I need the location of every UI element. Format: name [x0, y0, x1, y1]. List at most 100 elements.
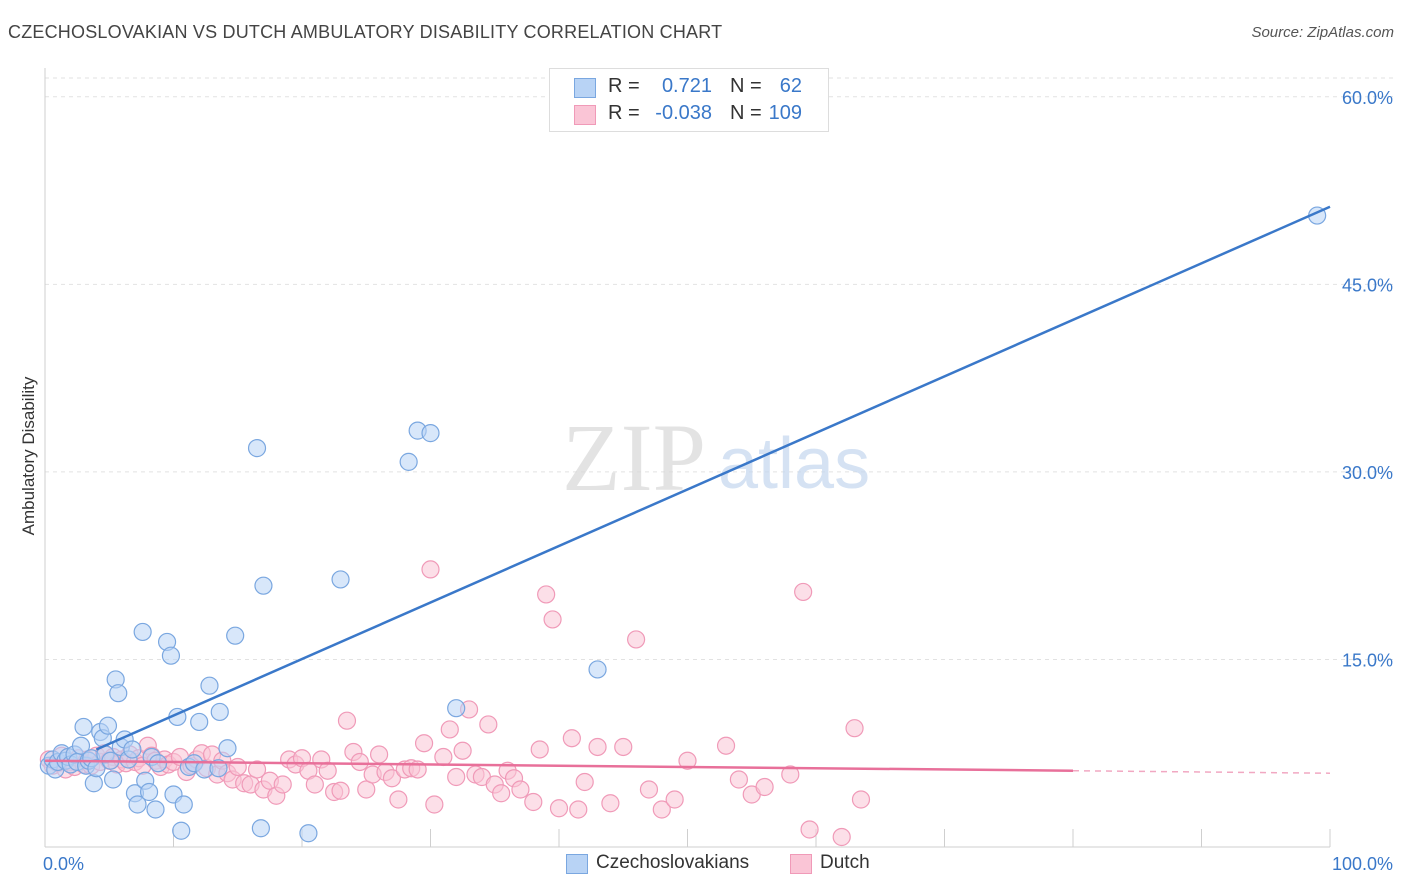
watermark-atlas: atlas — [718, 424, 870, 504]
dutch-point — [453, 741, 472, 760]
dutch-point — [614, 737, 633, 757]
dutch-point — [716, 736, 736, 755]
czech-point — [84, 774, 103, 793]
dutch-n-value: 109 — [768, 102, 802, 124]
bottom-dutch-label: Dutch — [820, 852, 870, 873]
dutch-point — [575, 772, 594, 792]
trend-lines — [44, 205, 1331, 774]
czech-n-label: N = — [730, 75, 762, 97]
dutch-point — [273, 775, 292, 794]
dutch-point — [530, 740, 549, 759]
dutch-point — [652, 800, 671, 819]
czech-point — [200, 676, 219, 695]
dutch-point — [228, 757, 247, 777]
source-label: Source: ZipAtlas.com — [1251, 24, 1394, 41]
dutch-point — [421, 560, 440, 579]
czech-point — [251, 819, 270, 838]
dutch-r-label: R = — [608, 102, 640, 124]
dutch-trend-extension — [1072, 769, 1331, 774]
dutch-point — [331, 781, 350, 800]
dutch-point — [639, 780, 659, 799]
y-tick-label: 45.0% — [1342, 275, 1393, 295]
dutch-point — [479, 715, 498, 734]
dutch-point — [382, 769, 402, 788]
dutch-point — [549, 799, 569, 818]
dutch-r-value: -0.038 — [655, 102, 712, 124]
czech-point — [209, 759, 228, 778]
dutch-trend-line — [44, 759, 1074, 772]
dutch-point — [755, 777, 774, 797]
czech-point — [139, 782, 159, 802]
czech-point — [87, 759, 106, 778]
dutch-point — [781, 765, 800, 784]
czech-point — [218, 739, 237, 758]
czech-r-label: R = — [608, 75, 640, 97]
chart-title: CZECHOSLOVAKIAN VS DUTCH AMBULATORY DISA… — [8, 22, 723, 42]
dutch-n-label: N = — [730, 102, 762, 124]
legend-row-dutch: R = -0.038 N = 109 — [550, 102, 828, 128]
dutch-point — [389, 790, 408, 809]
dutch-point — [414, 734, 434, 753]
czech-point — [123, 740, 142, 759]
czech-point — [133, 622, 152, 642]
czech-point — [174, 795, 193, 814]
tick-labels: 15.0% 30.0% 45.0% 60.0% 0.0% 100.0% — [43, 88, 1393, 874]
y-tick-label: 30.0% — [1342, 463, 1393, 483]
bottom-dutch-swatch — [790, 854, 812, 874]
legend-row-czech: R = 0.721 N = 62 — [550, 75, 828, 101]
czech-point — [190, 712, 209, 732]
dutch-point — [337, 711, 357, 730]
dutch-point — [305, 775, 324, 794]
y-tick-label: 60.0% — [1342, 88, 1393, 108]
czech-swatch — [574, 78, 596, 98]
gridlines — [45, 77, 1395, 660]
dutch-point — [665, 790, 684, 809]
dutch-point — [425, 795, 444, 814]
x-tick-label-max: 100.0% — [1332, 854, 1393, 874]
czech-point — [299, 824, 318, 843]
dutch-point — [447, 767, 466, 787]
czech-point — [161, 646, 181, 665]
dutch-point — [511, 780, 530, 799]
dutch-point — [434, 747, 453, 767]
dutch-point — [800, 820, 819, 839]
dutch-point — [601, 794, 620, 813]
dutch-point — [845, 719, 864, 738]
czech-point — [399, 452, 418, 471]
czech-point — [74, 717, 93, 737]
dutch-point — [370, 745, 389, 764]
dutch-point — [357, 780, 376, 799]
dutch-point — [678, 751, 697, 770]
czech-point — [71, 736, 91, 755]
dutch-point — [524, 792, 543, 812]
czech-point — [421, 424, 440, 443]
watermark-zip: ZIP — [562, 404, 706, 511]
czech-point — [128, 795, 147, 814]
czech-point — [109, 684, 128, 703]
czech-point — [254, 576, 273, 595]
dutch-point — [729, 770, 749, 789]
czech-point — [588, 660, 607, 679]
czech-r-value: 0.721 — [661, 75, 712, 97]
bottom-czech-label: Czechoslovakians — [596, 852, 750, 873]
dutch-point — [247, 760, 267, 779]
dutch-point — [562, 729, 581, 748]
watermark: ZIP atlas — [562, 404, 870, 511]
czech-point — [210, 702, 229, 722]
czech-point — [331, 570, 350, 589]
dutch-point — [569, 800, 588, 819]
dutch-point — [832, 827, 851, 847]
czech-point — [247, 439, 267, 458]
dutch-point — [543, 610, 562, 629]
czech-point — [226, 626, 245, 645]
czech-point — [104, 770, 123, 789]
dutch-point — [851, 790, 871, 809]
czech-point — [148, 754, 168, 773]
dutch-point — [794, 582, 813, 602]
x-tick-label-min: 0.0% — [43, 854, 84, 874]
stats-legend: R = 0.721 N = 62 R = -0.038 N = 109 — [549, 68, 829, 132]
y-axis-label: Ambulatory Disability — [19, 376, 38, 535]
czech-point — [172, 821, 191, 840]
dutch-point — [440, 720, 459, 739]
